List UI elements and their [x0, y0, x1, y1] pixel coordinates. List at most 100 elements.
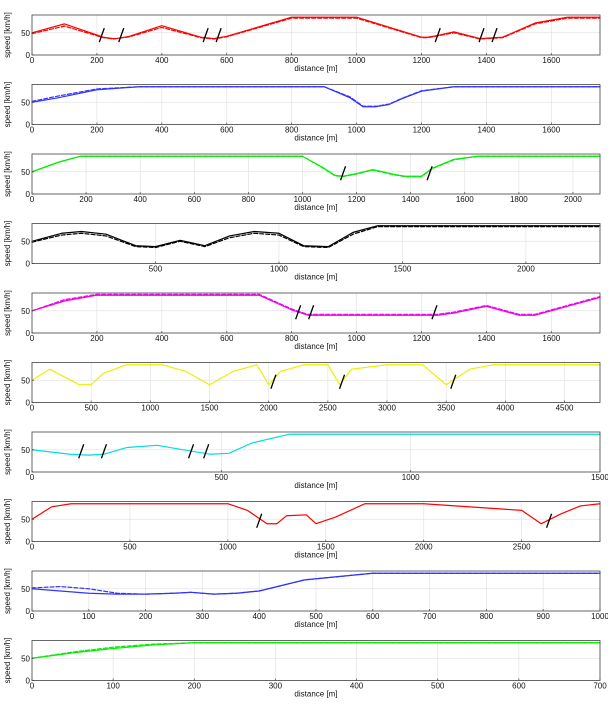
x-tick-label: 700 [423, 612, 437, 621]
x-tick-label: 1400 [402, 195, 420, 204]
y-tick-label: 0 [26, 538, 31, 547]
x-tick-label: 1800 [510, 195, 528, 204]
x-tick-label: 1500 [394, 265, 412, 274]
event-marker-2 [338, 374, 346, 389]
y-axis-label: speed [km/h] [3, 568, 12, 614]
x-axis-label: distance [m] [294, 481, 337, 490]
x-tick-label: 400 [350, 682, 364, 691]
y-tick-label: 0 [26, 468, 31, 477]
y-tick-label: 0 [26, 190, 31, 199]
event-marker-1 [295, 305, 302, 320]
x-axis-label: distance [m] [294, 203, 337, 212]
x-axis-label: distance [m] [294, 64, 337, 73]
axes-frame [31, 14, 601, 56]
x-tick-label: 4500 [556, 404, 574, 413]
x-tick-label: 500 [309, 612, 323, 621]
series-line-solid-1 [31, 364, 601, 386]
x-tick-label: 100 [106, 682, 120, 691]
x-axis-label: distance [m] [294, 551, 337, 560]
x-tick-label: 200 [90, 56, 104, 65]
x-tick-label: 0 [30, 126, 35, 135]
y-tick-label: 50 [21, 168, 30, 177]
axes-frame [31, 153, 601, 195]
x-tick-label: 1400 [478, 334, 496, 343]
y-tick-label: 0 [26, 51, 31, 60]
chart-panel-1: 0 200 400 600 800 1000 1200 1400 1600 0 50 distance… [3, 12, 601, 73]
x-tick-label: 1000 [348, 126, 366, 135]
x-tick-label: 800 [285, 334, 299, 343]
x-tick-label: 1200 [413, 56, 431, 65]
y-tick-label: 0 [26, 260, 31, 269]
x-tick-label: 900 [537, 612, 551, 621]
plot-area [32, 223, 600, 264]
series-line-dashed-2 [31, 642, 601, 659]
x-axis-label: distance [m] [294, 690, 337, 699]
x-tick-label: 400 [155, 334, 169, 343]
x-tick-label: 400 [134, 195, 148, 204]
x-tick-label: 1200 [413, 126, 431, 135]
x-tick-label: 1000 [141, 404, 159, 413]
x-tick-label: 500 [215, 473, 229, 482]
y-tick-label: 50 [21, 446, 30, 455]
x-tick-label: 400 [155, 56, 169, 65]
x-tick-label: 1000 [348, 334, 366, 343]
plot-area [32, 154, 600, 194]
y-tick-label: 50 [21, 237, 30, 246]
x-tick-label: 300 [196, 612, 210, 621]
series-line-dashed-2 [31, 293, 601, 315]
event-marker-7 [491, 27, 498, 43]
y-tick-label: 0 [26, 329, 31, 338]
y-tick-label: 0 [26, 121, 31, 130]
event-marker-4 [203, 444, 210, 459]
axes-frame [31, 431, 601, 473]
y-tick-label: 50 [21, 29, 30, 38]
x-tick-label: 1000 [219, 543, 237, 552]
x-tick-label: 2500 [513, 543, 531, 552]
x-tick-label: 3500 [437, 404, 455, 413]
x-tick-label: 1500 [591, 473, 608, 482]
x-tick-label: 500 [123, 543, 137, 552]
event-marker-2 [426, 166, 433, 181]
event-marker-3 [187, 444, 195, 459]
x-tick-label: 1200 [348, 195, 366, 204]
y-tick-label: 0 [26, 399, 31, 408]
x-tick-label: 600 [366, 612, 380, 621]
y-tick-label: 0 [26, 607, 31, 616]
x-axis-label: distance [m] [294, 134, 337, 143]
series-line-dashed-2 [31, 572, 601, 595]
chart-panel-3: 0 200 400 600 800 1000 1200 1400 1600 1800 2000 0 50… [3, 151, 601, 212]
x-tick-label: 1000 [591, 612, 608, 621]
plot-area [32, 84, 600, 125]
series-line-solid-1 [31, 503, 601, 525]
x-tick-label: 200 [90, 126, 104, 135]
series-line-dashed-2 [31, 17, 601, 40]
axes-frame [31, 640, 601, 681]
chart-panel-10: 0 100 200 300 400 500 600 700 0 50 distance [m] spe… [3, 638, 607, 699]
x-tick-label: 600 [220, 56, 234, 65]
x-axis-label: distance [m] [294, 342, 337, 351]
y-axis-label: speed [km/h] [3, 82, 12, 128]
series-line-solid-1 [31, 225, 601, 248]
event-marker-1 [78, 444, 85, 459]
x-tick-label: 1500 [317, 543, 335, 552]
y-tick-label: 0 [26, 677, 31, 686]
x-tick-label: 1600 [542, 334, 560, 343]
x-tick-label: 0 [30, 612, 35, 621]
event-marker-5 [434, 27, 441, 43]
event-marker-2 [100, 444, 108, 459]
series-line-dashed-2 [31, 86, 601, 107]
x-tick-label: 800 [242, 195, 256, 204]
x-tick-label: 600 [512, 682, 526, 691]
x-tick-label: 500 [149, 265, 163, 274]
x-tick-label: 1600 [456, 195, 474, 204]
event-marker-1 [270, 374, 277, 389]
x-tick-label: 1000 [348, 56, 366, 65]
plot-area [32, 15, 600, 55]
x-tick-label: 2000 [415, 543, 433, 552]
x-tick-label: 600 [220, 126, 234, 135]
event-marker-1 [256, 513, 263, 528]
axes-frame [31, 292, 601, 334]
plot-area [32, 293, 600, 333]
y-axis-label: speed [km/h] [3, 221, 12, 267]
